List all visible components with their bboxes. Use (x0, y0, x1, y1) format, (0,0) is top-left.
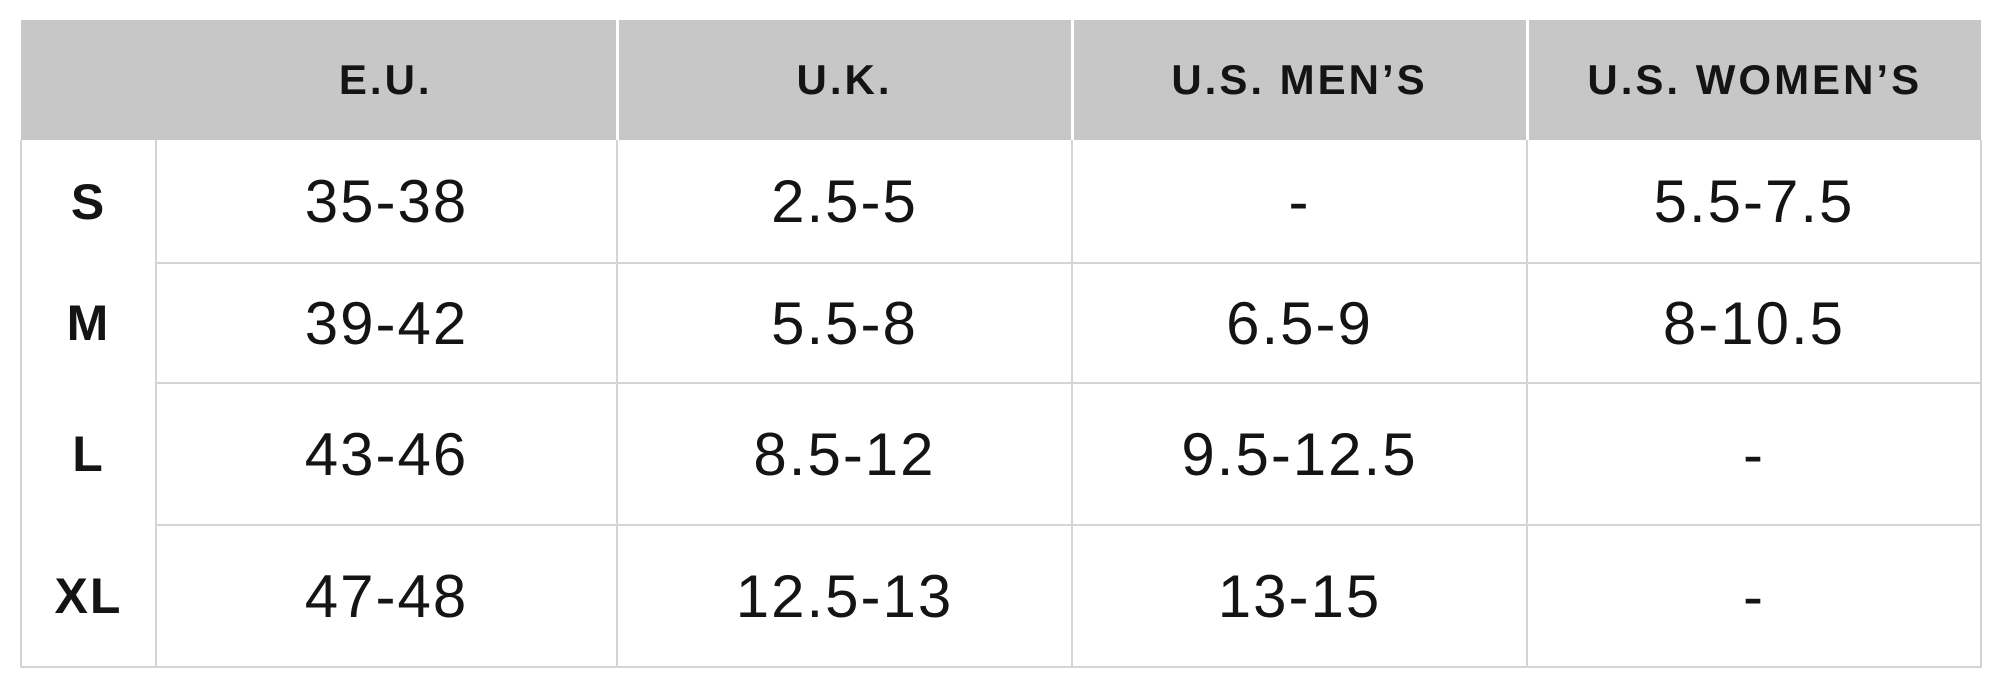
cell-l-uk: 8.5-12 (616, 382, 1072, 525)
header-cell-us-mens: U.S. MEN’S (1070, 20, 1527, 140)
table-header-row: E.U. U.K. U.S. MEN’S U.S. WOMEN’S (21, 20, 1981, 140)
row-label-m: M (20, 263, 157, 383)
cell-s-uk: 2.5-5 (616, 140, 1072, 263)
cell-s-us-mens: - (1071, 140, 1527, 263)
table-row-s: S 35-38 2.5-5 - 5.5-7.5 (20, 140, 1982, 263)
cell-s-us-womens: 5.5-7.5 (1526, 140, 1982, 263)
cell-s-eu: 35-38 (155, 140, 617, 263)
header-cell-empty (21, 20, 156, 140)
cell-xl-us-womens: - (1526, 524, 1982, 668)
table-row-m: M 39-42 5.5-8 6.5-9 8-10.5 (20, 262, 1982, 383)
table-row-l: L 43-46 8.5-12 9.5-12.5 - (20, 382, 1982, 525)
cell-xl-us-mens: 13-15 (1071, 524, 1527, 668)
table-row-xl: XL 47-48 12.5-13 13-15 - (20, 524, 1982, 668)
cell-m-us-womens: 8-10.5 (1526, 262, 1982, 383)
cell-m-uk: 5.5-8 (616, 262, 1072, 383)
cell-l-eu: 43-46 (155, 382, 617, 525)
cell-l-us-mens: 9.5-12.5 (1071, 382, 1527, 525)
size-chart: E.U. U.K. U.S. MEN’S U.S. WOMEN’S S 35-3… (20, 20, 1982, 668)
header-cell-uk: U.K. (615, 20, 1072, 140)
row-label-xl: XL (20, 525, 157, 668)
row-label-l: L (20, 383, 157, 525)
row-label-s: S (20, 140, 157, 263)
cell-m-eu: 39-42 (155, 262, 617, 383)
header-cell-us-womens: U.S. WOMEN’S (1525, 20, 1981, 140)
cell-m-us-mens: 6.5-9 (1071, 262, 1527, 383)
cell-l-us-womens: - (1526, 382, 1982, 525)
cell-xl-eu: 47-48 (155, 524, 617, 668)
size-conversion-table: E.U. U.K. U.S. MEN’S U.S. WOMEN’S S 35-3… (20, 20, 1982, 668)
header-cell-eu: E.U. (156, 20, 617, 140)
cell-xl-uk: 12.5-13 (616, 524, 1072, 668)
